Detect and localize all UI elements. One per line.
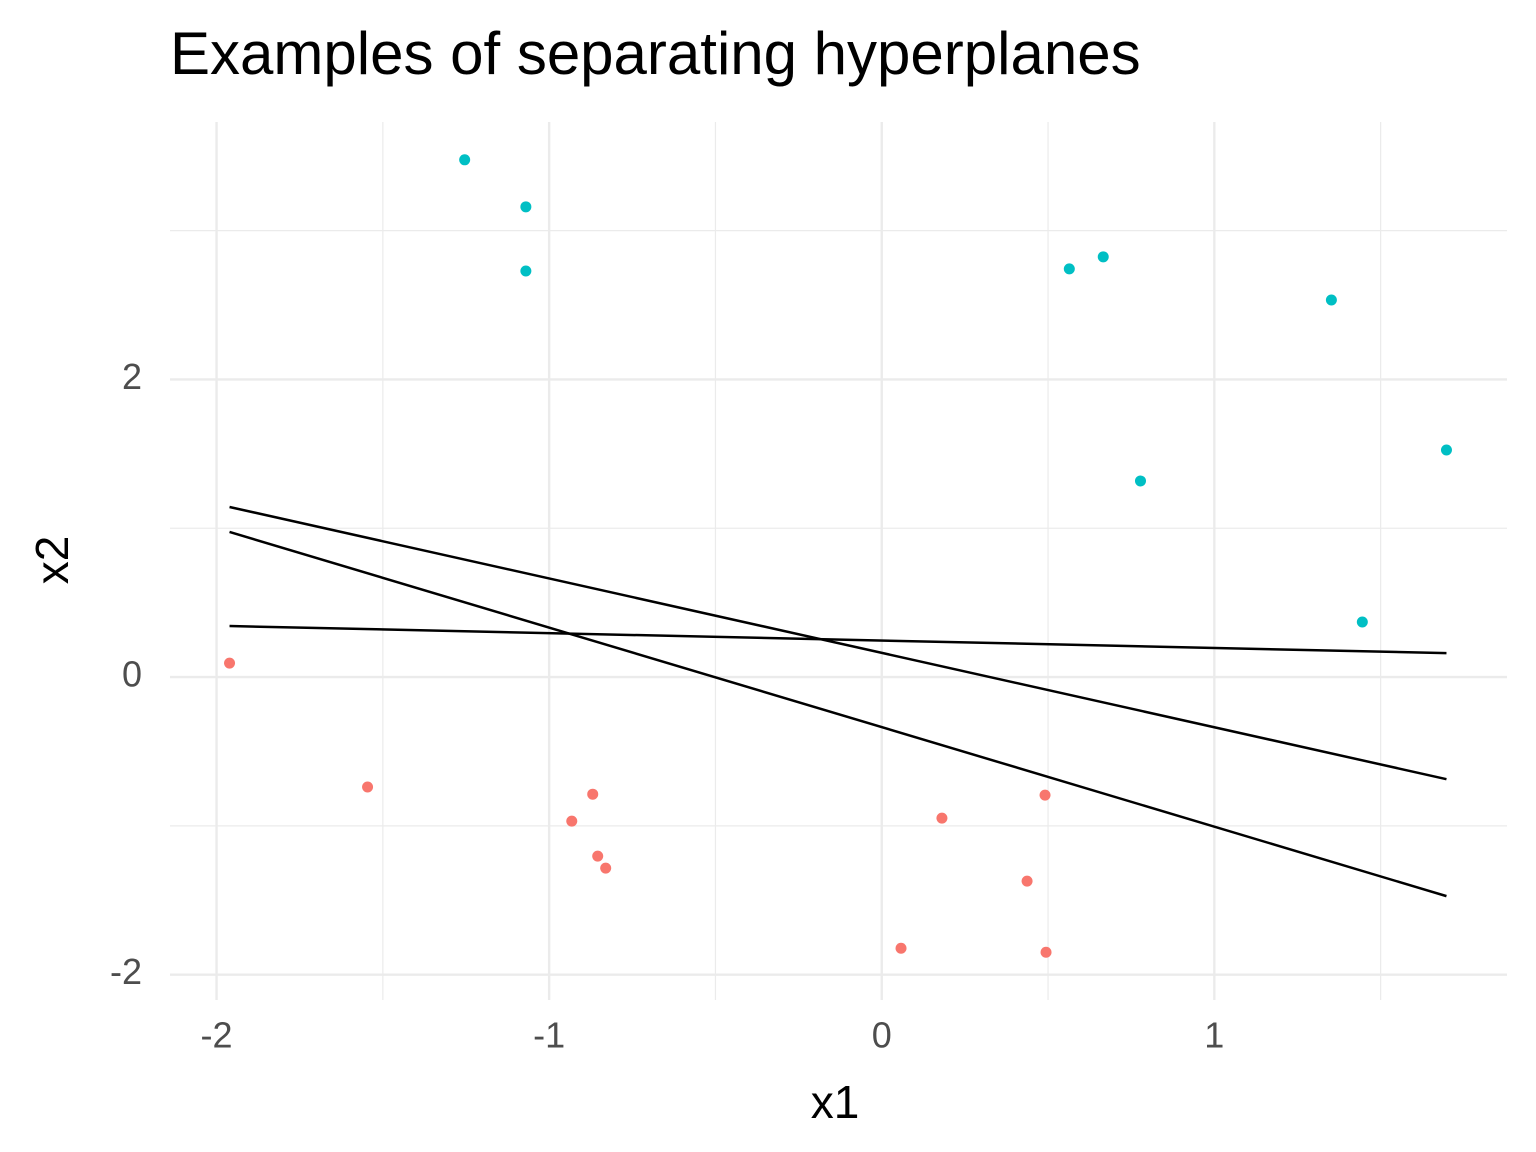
point	[587, 788, 599, 800]
point	[1039, 789, 1051, 801]
x-axis-label: x1	[811, 1076, 860, 1128]
point	[592, 850, 604, 862]
hyperplane-line	[229, 530, 1447, 898]
point	[362, 781, 374, 793]
hyperplane-line	[229, 505, 1447, 781]
point	[1040, 946, 1052, 958]
point	[459, 154, 471, 166]
point	[520, 265, 532, 277]
point	[600, 862, 612, 874]
y-tick-label: 2	[122, 356, 142, 397]
point	[1021, 875, 1033, 887]
point	[1134, 475, 1146, 487]
chart-title: Examples of separating hyperplanes	[170, 20, 1141, 87]
point	[1440, 444, 1452, 456]
y-tick-label: 0	[122, 654, 142, 695]
point	[520, 201, 532, 213]
point	[1097, 251, 1109, 263]
hyperplane-line	[229, 624, 1447, 655]
point	[1325, 294, 1337, 306]
y-tick-label: -2	[110, 951, 142, 992]
y-axis-label: x2	[26, 536, 78, 585]
point	[1063, 263, 1075, 275]
point	[566, 815, 578, 827]
x-tick-label: -2	[201, 1015, 233, 1056]
x-tick-label: -1	[533, 1015, 565, 1056]
point	[1356, 616, 1368, 628]
point	[895, 942, 907, 954]
point	[936, 812, 948, 824]
point	[224, 657, 236, 669]
x-tick-label: 1	[1204, 1015, 1224, 1056]
x-tick-label: 0	[872, 1015, 892, 1056]
